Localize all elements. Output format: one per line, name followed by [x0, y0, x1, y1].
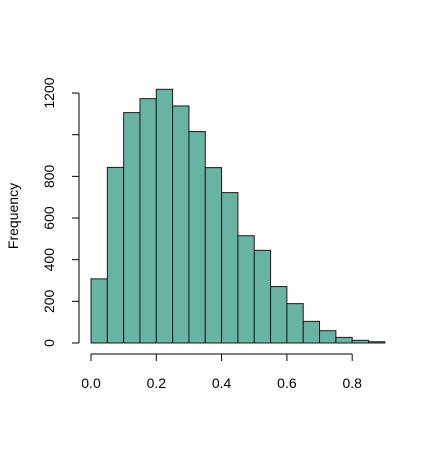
histogram-bar — [335, 336, 353, 344]
histogram-bar — [302, 320, 321, 344]
x-tick-label: 0.6 — [277, 375, 297, 391]
histogram-bar — [204, 167, 223, 344]
histogram-bar — [90, 278, 108, 344]
histogram-bar — [237, 235, 255, 344]
x-tick-label: 0.0 — [81, 375, 101, 391]
histogram-bar — [351, 339, 370, 344]
histogram-bars — [90, 88, 386, 344]
y-axis-title: Frequency — [5, 183, 21, 249]
histogram-bar — [139, 98, 157, 344]
histogram-bar — [106, 166, 125, 344]
x-tick-label: 0.4 — [212, 375, 232, 391]
histogram-bar — [221, 192, 239, 344]
histogram-bar — [286, 303, 304, 344]
y-tick-label: 200 — [41, 289, 57, 313]
histogram-bar — [319, 330, 337, 344]
histogram-bar — [188, 131, 206, 344]
y-tick-label: 400 — [41, 248, 57, 272]
y-tick-label: 0 — [41, 339, 57, 347]
x-axis: 0.0 0.2 0.4 0.6 0.8 — [81, 353, 362, 391]
x-tick-label: 0.8 — [342, 375, 362, 391]
y-tick-label: 1200 — [41, 77, 57, 108]
histogram-bar — [172, 105, 190, 344]
y-tick-label: 600 — [41, 206, 57, 230]
histogram-bar — [368, 341, 386, 344]
y-tick-label: 800 — [41, 164, 57, 188]
x-tick-label: 0.2 — [147, 375, 167, 391]
histogram-bar — [253, 249, 272, 344]
histogram-bar — [155, 88, 174, 344]
y-axis: 0 200 400 600 800 1200 — [41, 77, 80, 347]
histogram-bar — [270, 286, 288, 344]
histogram-bar — [123, 112, 141, 344]
